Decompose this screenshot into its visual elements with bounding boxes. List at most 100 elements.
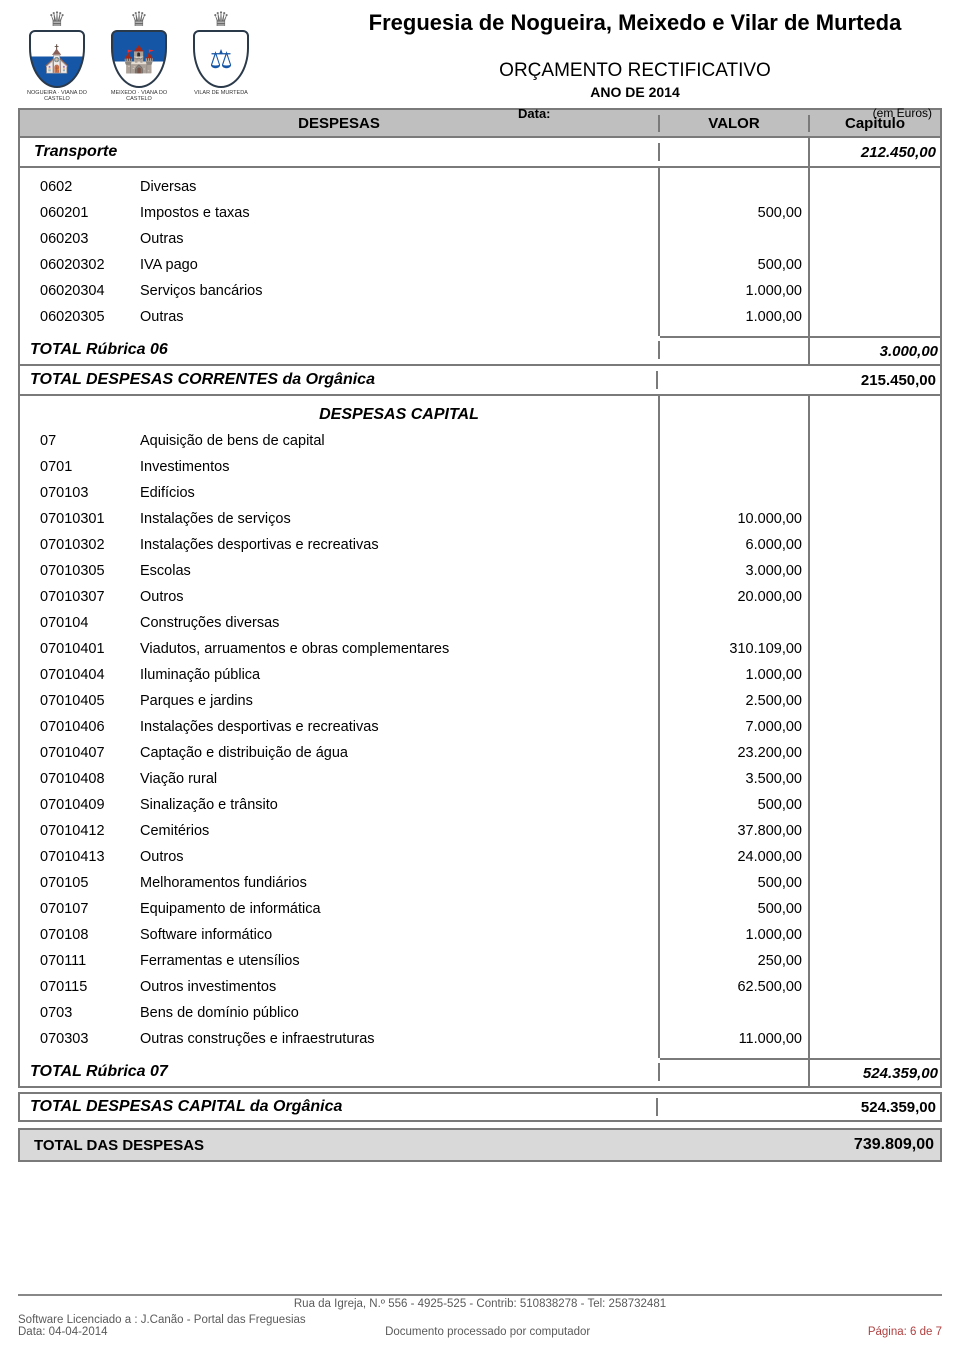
data-label: Data: (518, 106, 551, 121)
total-rubrica-07-label: TOTAL Rúbrica 07 (20, 1063, 660, 1081)
crown-icon: ♛ (212, 10, 230, 30)
shield-icon: ⚖ (193, 30, 249, 88)
transport-mid-cell (660, 138, 810, 166)
row-desc: Outras (140, 309, 658, 325)
row-value: 250,00 (660, 948, 802, 974)
total-rubrica-07-mid (660, 1058, 810, 1086)
row-value: 1.000,00 (660, 304, 802, 330)
row-value: 1.000,00 (660, 278, 802, 304)
section-2-descriptions: DESPESAS CAPITAL 07Aquisição de bens de … (20, 396, 660, 1058)
section-1-capitulo (810, 168, 940, 336)
page-header: ♛ ⛪ NOGUEIRA · VIANA DO CASTELO ♛ 🏰 MEIX… (18, 10, 942, 102)
table-row: 060201Impostos e taxas (20, 200, 658, 226)
total-rubrica-06-row: TOTAL Rúbrica 06 3.000,00 (20, 336, 940, 364)
crest-2: ♛ 🏰 MEIXEDO · VIANA DO CASTELO (100, 10, 178, 102)
total-rubrica-06-mid (660, 336, 810, 364)
row-code: 070103 (20, 485, 140, 501)
shield-icon: 🏰 (111, 30, 167, 88)
total-capital-value: 524.359,00 (658, 1099, 940, 1116)
row-code: 07010405 (20, 693, 140, 709)
row-code: 0602 (20, 179, 140, 195)
row-desc: Investimentos (140, 459, 658, 475)
total-correntes-label: TOTAL DESPESAS CORRENTES da Orgânica (20, 371, 658, 389)
row-value: 6.000,00 (660, 532, 802, 558)
section-1: 0602Diversas060201Impostos e taxas060203… (20, 168, 940, 336)
row-value: 7.000,00 (660, 714, 802, 740)
grand-total-value: 739.809,00 (658, 1136, 940, 1154)
table-row: 06020302IVA pago (20, 252, 658, 278)
budget-table: DESPESAS VALOR Capitulo Transporte 212.4… (18, 108, 942, 1162)
footer-page: Página: 6 de 7 (868, 1326, 942, 1338)
row-code: 07010401 (20, 641, 140, 657)
row-value: 2.500,00 (660, 688, 802, 714)
row-value: 500,00 (660, 252, 802, 278)
row-desc: Instalações de serviços (140, 511, 658, 527)
total-rubrica-07-value: 524.359,00 (810, 1058, 940, 1086)
row-desc: Parques e jardins (140, 693, 658, 709)
row-desc: Construções diversas (140, 615, 658, 631)
row-value (660, 610, 802, 636)
table-row: 07010412Cemitérios (20, 818, 658, 844)
row-desc: Instalações desportivas e recreativas (140, 537, 658, 553)
row-value: 500,00 (660, 870, 802, 896)
table-row: 070105Melhoramentos fundiários (20, 870, 658, 896)
total-rubrica-07-row: TOTAL Rúbrica 07 524.359,00 (20, 1058, 940, 1086)
row-code: 07010302 (20, 537, 140, 553)
row-value: 62.500,00 (660, 974, 802, 1000)
row-code: 07010404 (20, 667, 140, 683)
footer-date: Data: 04-04-2014 (18, 1326, 108, 1338)
footer-license: Software Licenciado a : J.Canão - Portal… (18, 1314, 942, 1326)
row-value: 1.000,00 (660, 922, 802, 948)
row-code: 07010412 (20, 823, 140, 839)
grand-total-label: TOTAL DAS DESPESAS (20, 1137, 658, 1154)
total-correntes-value: 215.450,00 (658, 372, 940, 389)
row-value: 500,00 (660, 896, 802, 922)
row-desc: Software informático (140, 927, 658, 943)
row-desc: Cemitérios (140, 823, 658, 839)
row-value: 23.200,00 (660, 740, 802, 766)
table-row: 070111Ferramentas e utensílios (20, 948, 658, 974)
row-desc: Melhoramentos fundiários (140, 875, 658, 891)
row-value: 10.000,00 (660, 506, 802, 532)
footer-bottom-row: Data: 04-04-2014 Documento processado po… (18, 1326, 942, 1338)
row-desc: Edifícios (140, 485, 658, 501)
row-desc: Sinalização e trânsito (140, 797, 658, 813)
shield-icon: ⛪ (29, 30, 85, 88)
page-footer: Rua da Igreja, N.º 556 - 4925-525 - Cont… (18, 1294, 942, 1338)
row-desc: Bens de domínio público (140, 1005, 658, 1021)
footer-address: Rua da Igreja, N.º 556 - 4925-525 - Cont… (18, 1298, 942, 1310)
table-row: 07010305Escolas (20, 558, 658, 584)
total-capital-row: TOTAL DESPESAS CAPITAL da Orgânica 524.3… (18, 1092, 942, 1122)
row-desc: Outros (140, 849, 658, 865)
row-desc: Escolas (140, 563, 658, 579)
row-desc: Ferramentas e utensílios (140, 953, 658, 969)
row-desc: Viadutos, arruamentos e obras complement… (140, 641, 658, 657)
row-code: 0703 (20, 1005, 140, 1021)
table-row: 07010301Instalações de serviços (20, 506, 658, 532)
table-row: 07Aquisição de bens de capital (20, 428, 658, 454)
transport-row: Transporte 212.450,00 (20, 138, 940, 168)
section-1-values: 500,00500,001.000,001.000,00 (660, 168, 810, 336)
section-2-values: 10.000,006.000,003.000,0020.000,00310.10… (660, 396, 810, 1058)
table-row: 070107Equipamento de informática (20, 896, 658, 922)
transport-label: Transporte (20, 143, 660, 161)
table-row: 0701Investimentos (20, 454, 658, 480)
grand-total-row: TOTAL DAS DESPESAS 739.809,00 (18, 1128, 942, 1162)
row-code: 0701 (20, 459, 140, 475)
currency-note: (em Euros) (873, 106, 932, 121)
row-desc: Outras (140, 231, 658, 247)
table-row: 070103Edifícios (20, 480, 658, 506)
table-row: 070303Outras construções e infraestrutur… (20, 1026, 658, 1052)
crest-ribbon: VILAR DE MURTEDA (186, 90, 256, 96)
row-desc: Aquisição de bens de capital (140, 433, 658, 449)
table-row: 0703Bens de domínio público (20, 1000, 658, 1026)
row-code: 070104 (20, 615, 140, 631)
row-code: 07 (20, 433, 140, 449)
row-desc: Instalações desportivas e recreativas (140, 719, 658, 735)
row-code: 07010301 (20, 511, 140, 527)
row-value: 37.800,00 (660, 818, 802, 844)
row-desc: Captação e distribuição de água (140, 745, 658, 761)
total-correntes-row: TOTAL DESPESAS CORRENTES da Orgânica 215… (20, 364, 940, 394)
row-value (660, 454, 802, 480)
table-row: 070108Software informático (20, 922, 658, 948)
